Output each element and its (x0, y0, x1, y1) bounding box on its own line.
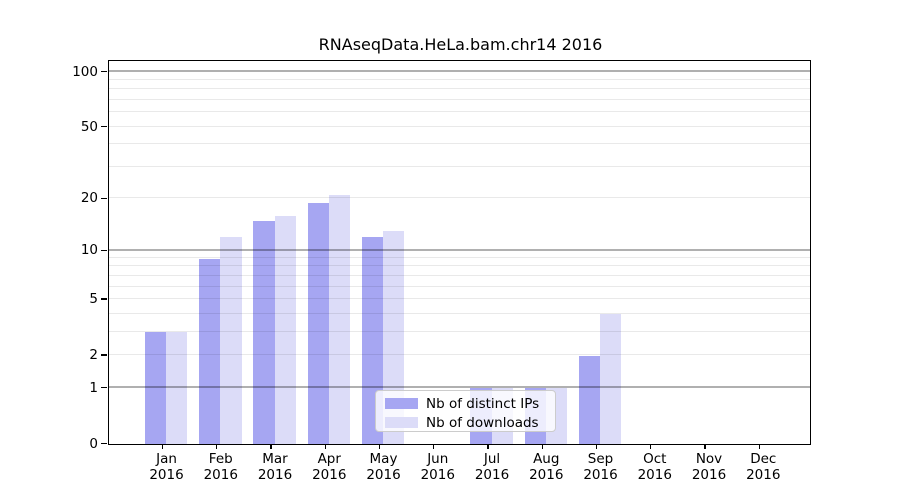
legend-swatch-downloads (385, 417, 418, 428)
x-tick-mark-aug (541, 444, 543, 449)
y-tick-mark-2 (101, 354, 107, 356)
legend-row-distinct-ips: Nb of distinct IPs (385, 394, 547, 413)
x-tick-mark-may (378, 444, 381, 449)
x-tick-mark-jul (487, 444, 489, 449)
y-tick-label-2: 2 (89, 346, 98, 363)
gridline-minor-60 (109, 111, 810, 113)
x-tick-mark-jan (161, 444, 164, 449)
x-tick-label-sep: Sep 2016 (583, 451, 618, 483)
x-tick-mark-jun (433, 444, 435, 449)
gridline-minor-30 (109, 165, 810, 167)
x-tick-mark-sep (595, 444, 598, 449)
y-tick-label-50: 50 (80, 118, 98, 135)
legend-label-downloads: Nb of downloads (426, 414, 539, 431)
legend-row-downloads: Nb of downloads (385, 413, 547, 432)
y-tick-label-1: 1 (89, 379, 98, 396)
x-tick-label-dec: Dec 2016 (746, 451, 781, 483)
gridline-minor-4 (109, 312, 810, 314)
bar-downloads-sep (600, 314, 622, 444)
bar-distinct-ips-apr (307, 202, 329, 444)
gridline-minor-7 (109, 274, 810, 276)
gridline-minor-3 (109, 330, 810, 332)
x-tick-label-oct: Oct 2016 (637, 451, 672, 483)
y-tick-label-10: 10 (80, 242, 98, 259)
x-tick-label-nov: Nov 2016 (691, 451, 727, 483)
bar-downloads-apr (328, 194, 351, 444)
gridline-major-1 (109, 386, 810, 388)
x-tick-label-jun: Jun 2016 (420, 451, 455, 483)
y-tick-mark-0 (101, 442, 107, 445)
gridline-minor-20 (109, 197, 810, 199)
y-tick-label-5: 5 (89, 291, 98, 308)
bar-distinct-ips-feb (199, 258, 221, 444)
y-tick-mark-10 (101, 249, 107, 251)
y-tick-mark-20 (101, 197, 107, 199)
x-tick-mark-dec (758, 444, 760, 449)
x-tick-mark-apr (324, 444, 326, 449)
x-tick-mark-oct (650, 444, 652, 449)
gridline-major-10 (109, 249, 810, 251)
bar-distinct-ips-jan (144, 332, 167, 444)
y-tick-label-20: 20 (80, 190, 98, 207)
gridline-minor-50 (109, 125, 810, 127)
x-tick-label-may: May 2016 (366, 451, 401, 483)
y-tick-label-100: 100 (72, 63, 98, 80)
x-tick-label-feb: Feb 2016 (203, 451, 238, 483)
x-tick-label-aug: Aug 2016 (529, 451, 564, 483)
gridline-minor-8 (109, 265, 810, 267)
gridline-minor-5 (109, 298, 810, 300)
gridline-minor-6 (109, 285, 810, 287)
bar-downloads-jan (166, 332, 188, 444)
x-tick-label-apr: Apr 2016 (312, 451, 347, 483)
bar-distinct-ips-mar (253, 220, 275, 444)
y-tick-mark-5 (101, 298, 107, 300)
legend-swatch-distinct-ips (385, 398, 418, 409)
gridline-minor-2 (109, 353, 810, 355)
bar-distinct-ips-sep (578, 355, 601, 444)
gridline-minor-90 (109, 79, 810, 81)
gridline-minor-40 (109, 143, 810, 145)
legend-label-distinct-ips: Nb of distinct IPs (426, 395, 540, 412)
gridline-minor-70 (109, 99, 810, 101)
x-tick-mark-mar (270, 444, 272, 449)
y-tick-mark-50 (101, 126, 107, 128)
gridline-minor-9 (109, 257, 810, 258)
legend: Nb of distinct IPs Nb of downloads (375, 390, 556, 432)
gridline-minor-80 (109, 88, 810, 90)
chart-title: RNAseqData.HeLa.bam.chr14 2016 (318, 35, 603, 54)
x-tick-label-jan: Jan 2016 (149, 451, 184, 483)
y-tick-mark-1 (101, 386, 107, 389)
bar-downloads-mar (274, 215, 296, 444)
y-tick-mark-100 (101, 70, 107, 73)
gridline-major-100 (109, 70, 810, 72)
plot-area (108, 60, 811, 445)
x-tick-mark-feb (216, 444, 218, 449)
x-tick-label-mar: Mar 2016 (257, 451, 293, 483)
x-tick-mark-nov (704, 444, 706, 449)
bar-downloads-feb (220, 237, 242, 444)
x-tick-label-jul: Jul 2016 (474, 451, 510, 483)
y-tick-label-0: 0 (89, 435, 98, 452)
